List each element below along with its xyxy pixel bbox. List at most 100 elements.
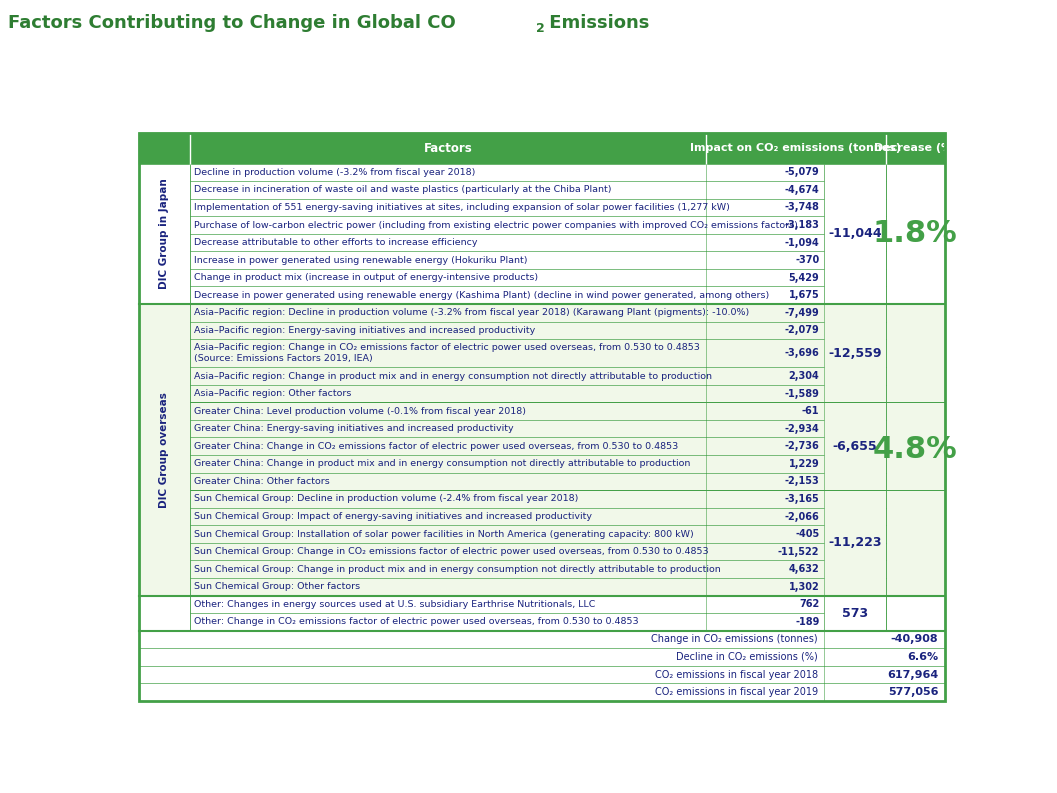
Text: -405: -405 [795,529,819,539]
Bar [138,578,945,596]
Text: 6.6%: 6.6% [907,652,939,662]
Text: Asia–Pacific region: Decline in production volume (-3.2% from fiscal year 2018) : Asia–Pacific region: Decline in producti… [194,308,749,317]
Text: CO₂ emissions in fiscal year 2018: CO₂ emissions in fiscal year 2018 [654,669,818,680]
Text: Asia–Pacific region: Other factors: Asia–Pacific region: Other factors [194,389,352,398]
Text: Greater China: Change in CO₂ emissions factor of electric power used overseas, f: Greater China: Change in CO₂ emissions f… [194,442,679,450]
Bar [138,402,945,420]
Text: -3,696: -3,696 [784,348,819,358]
Text: Asia–Pacific region: Energy-saving initiatives and increased productivity: Asia–Pacific region: Energy-saving initi… [194,326,536,335]
Text: -2,066: -2,066 [784,511,819,522]
Text: Purchase of low-carbon electric power (including from existing electric power co: Purchase of low-carbon electric power (i… [194,220,798,229]
Text: -11,522: -11,522 [778,546,819,557]
Text: -5,079: -5,079 [784,167,819,178]
Text: 573: 573 [842,607,868,619]
Text: Other: Change in CO₂ emissions factor of electric power used overseas, from 0.53: Other: Change in CO₂ emissions factor of… [194,618,639,626]
Text: Change in CO₂ emissions (tonnes): Change in CO₂ emissions (tonnes) [651,634,818,645]
Bar [886,596,945,630]
Bar [138,455,945,473]
Text: 762: 762 [799,600,819,609]
Bar [138,648,945,666]
Text: 2,304: 2,304 [789,371,819,381]
Bar [138,133,945,163]
Text: DIC Group overseas: DIC Group overseas [160,392,169,508]
Text: -4,674: -4,674 [784,185,819,195]
Text: Decrease (%): Decrease (%) [874,144,957,153]
Text: -3,165: -3,165 [784,494,819,504]
Bar [138,473,945,490]
Text: 1,302: 1,302 [789,582,819,592]
Text: -1,589: -1,589 [784,389,819,399]
Text: Emissions: Emissions [543,14,650,33]
Text: Greater China: Energy-saving initiatives and increased productivity: Greater China: Energy-saving initiatives… [194,424,514,433]
Bar [138,630,945,648]
Text: Sun Chemical Group: Installation of solar power facilities in North America (gen: Sun Chemical Group: Installation of sola… [194,530,694,538]
Text: -11,044: -11,044 [829,228,882,240]
Bar [138,613,945,630]
Text: -7,499: -7,499 [784,308,819,318]
Bar [824,596,886,630]
Text: 4.8%: 4.8% [873,435,958,464]
Bar [138,666,945,684]
Text: 577,056: 577,056 [888,687,939,697]
Text: CO₂ emissions in fiscal year 2019: CO₂ emissions in fiscal year 2019 [654,687,818,697]
Text: -11,223: -11,223 [829,536,882,550]
Text: Decline in CO₂ emissions (%): Decline in CO₂ emissions (%) [676,652,818,662]
Text: -40,908: -40,908 [891,634,939,645]
Text: -370: -370 [795,255,819,265]
Text: 5,429: 5,429 [789,273,819,282]
Text: -12,559: -12,559 [829,347,882,360]
Text: Change in product mix (increase in output of energy-intensive products): Change in product mix (increase in outpu… [194,273,538,282]
Bar [138,367,945,385]
Text: Other: Changes in energy sources used at U.S. subsidiary Earthrise Nutritionals,: Other: Changes in energy sources used at… [194,600,596,609]
Bar [138,596,945,613]
Bar [138,216,945,234]
Text: Factors Contributing to Change in Global CO: Factors Contributing to Change in Global… [8,14,457,33]
Bar [138,181,945,199]
Text: 1.8%: 1.8% [873,220,958,248]
Text: Factors: Factors [424,142,472,155]
Text: Increase in power generated using renewable energy (Hokuriku Plant): Increase in power generated using renewa… [194,255,527,265]
Text: 1,675: 1,675 [789,290,819,301]
Text: Decrease in incineration of waste oil and waste plastics (particularly at the Ch: Decrease in incineration of waste oil an… [194,186,612,194]
Text: Decline in production volume (-3.2% from fiscal year 2018): Decline in production volume (-3.2% from… [194,168,476,177]
Text: -2,153: -2,153 [784,477,819,486]
Bar [824,163,886,304]
Bar [138,163,190,304]
Text: Impact on CO₂ emissions (tonnes): Impact on CO₂ emissions (tonnes) [690,144,902,153]
Bar [824,304,886,402]
Bar [138,304,945,322]
Bar [138,596,190,630]
Text: -2,736: -2,736 [784,441,819,451]
Bar [138,420,945,438]
Bar [138,561,945,578]
Bar [138,234,945,251]
Text: -3,183: -3,183 [784,220,819,230]
Bar [886,163,945,304]
Text: Implementation of 551 energy-saving initiatives at sites, including expansion of: Implementation of 551 energy-saving init… [194,203,730,212]
Bar [138,163,945,181]
Bar [138,508,945,525]
Text: Greater China: Level production volume (-0.1% from fiscal year 2018): Greater China: Level production volume (… [194,407,526,416]
Text: Asia–Pacific region: Change in product mix and in energy consumption not directl: Asia–Pacific region: Change in product m… [194,372,712,381]
Bar [138,286,945,304]
Bar [138,385,945,402]
Text: -3,748: -3,748 [784,202,819,213]
Text: DIC Group in Japan: DIC Group in Japan [160,178,169,289]
Text: -189: -189 [795,617,819,626]
Bar [138,490,945,508]
Bar [138,339,945,367]
Bar [824,490,886,596]
Text: 617,964: 617,964 [887,669,939,680]
Bar [886,304,945,596]
Text: Sun Chemical Group: Other factors: Sun Chemical Group: Other factors [194,582,360,592]
Text: Greater China: Change in product mix and in energy consumption not directly attr: Greater China: Change in product mix and… [194,459,691,469]
Text: Sun Chemical Group: Impact of energy-saving initiatives and increased productivi: Sun Chemical Group: Impact of energy-sav… [194,512,592,521]
Text: -61: -61 [802,406,819,416]
Text: -6,655: -6,655 [833,440,877,453]
Text: -2,079: -2,079 [784,325,819,335]
Text: 2: 2 [536,22,544,35]
Text: Sun Chemical Group: Decline in production volume (-2.4% from fiscal year 2018): Sun Chemical Group: Decline in productio… [194,495,579,504]
Text: Decrease in power generated using renewable energy (Kashima Plant) (decline in w: Decrease in power generated using renewa… [194,291,769,300]
Text: Greater China: Other factors: Greater China: Other factors [194,477,330,486]
Bar [138,199,945,216]
